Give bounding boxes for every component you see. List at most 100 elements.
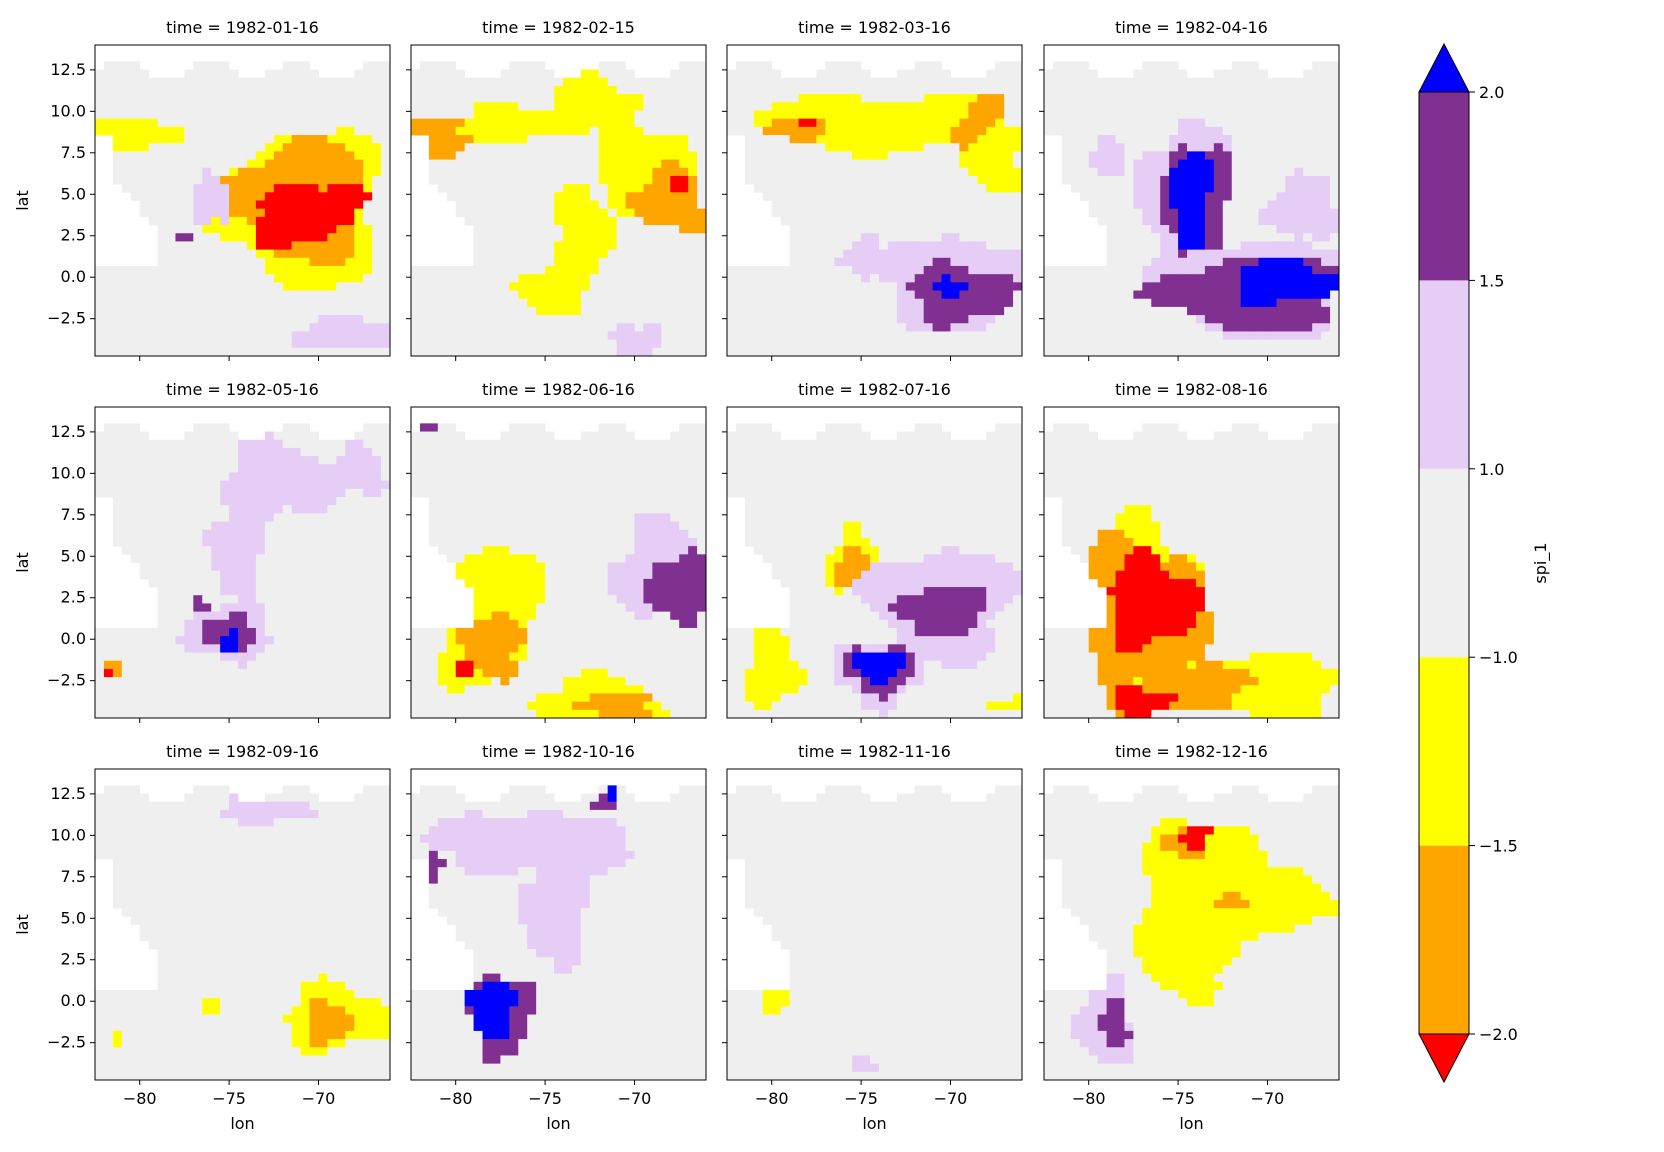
grid-cell (1258, 77, 1268, 87)
grid-cell (852, 339, 862, 349)
grid-cell (229, 472, 239, 482)
grid-cell (852, 216, 862, 226)
grid-cell (446, 77, 457, 87)
grid-cell (1004, 69, 1014, 79)
grid-cell (1061, 61, 1072, 70)
grid-cell (1294, 233, 1304, 242)
grid-cell (825, 315, 835, 324)
grid-cell (1142, 265, 1152, 275)
grid-cell (309, 497, 319, 506)
grid-cell (446, 339, 457, 349)
grid-cell (264, 464, 275, 473)
grid-cell (598, 282, 609, 291)
grid-cell (318, 331, 328, 341)
grid-cell (562, 77, 573, 87)
grid-cell (670, 347, 680, 356)
grid-cell (1204, 225, 1215, 234)
grid-cell (1213, 233, 1224, 242)
grid-cell (607, 274, 618, 283)
grid-cell (932, 315, 942, 324)
grid-cell (229, 257, 239, 267)
grid-cell (1013, 315, 1022, 324)
grid-cell (121, 497, 132, 506)
grid-cell (1106, 290, 1116, 300)
grid-cell (345, 184, 355, 193)
grid-cell (1097, 216, 1107, 226)
grid-cell (1070, 151, 1081, 160)
grid-cell (545, 118, 555, 128)
grid-cell (121, 331, 132, 341)
grid-cell (1231, 298, 1242, 308)
grid-cell (327, 562, 337, 572)
grid-cell (825, 339, 835, 349)
grid-cell (1187, 85, 1197, 95)
grid-cell (878, 167, 889, 177)
grid-cell (679, 126, 689, 136)
grid-cell (1151, 102, 1161, 111)
panel-frame (726, 44, 1023, 357)
grid-cell (1124, 282, 1134, 291)
grid-cell (381, 298, 390, 308)
grid-cell (1061, 315, 1072, 324)
grid-cell (473, 143, 483, 152)
grid-cell (336, 282, 346, 291)
grid-cell (112, 61, 123, 70)
grid-cell (1124, 151, 1134, 160)
grid-cell (372, 61, 382, 70)
grid-cell (995, 265, 1005, 275)
grid-cell (211, 546, 221, 555)
grid-cell (202, 439, 212, 449)
grid-cell (1142, 143, 1152, 152)
grid-cell (905, 241, 916, 250)
grid-cell (941, 241, 951, 250)
grid-cell (1133, 200, 1143, 210)
grid-cell (798, 323, 808, 332)
grid-cell (336, 126, 346, 136)
grid-cell (789, 265, 799, 275)
grid-cell (121, 488, 132, 498)
grid-cell (1178, 208, 1188, 218)
grid-cell (887, 331, 898, 341)
grid-cell (220, 521, 230, 531)
grid-cell (986, 118, 996, 128)
grid-cell (1052, 347, 1063, 356)
grid-cell (473, 159, 483, 169)
grid-cell (318, 94, 328, 103)
grid-cell (229, 323, 239, 332)
grid-cell (482, 135, 492, 144)
grid-cell (246, 110, 257, 120)
grid-cell (697, 184, 706, 193)
grid-cell (1258, 315, 1268, 324)
grid-cell (193, 241, 203, 250)
grid-cell (1195, 102, 1206, 111)
grid-cell (852, 208, 862, 218)
grid-cell (616, 110, 626, 120)
grid-cell (1321, 274, 1331, 283)
grid-cell (246, 274, 257, 283)
grid-cell (318, 554, 328, 563)
grid-cell (1004, 135, 1014, 144)
grid-cell (1115, 85, 1125, 95)
grid-cell (509, 94, 519, 103)
grid-cell (1151, 282, 1161, 291)
grid-cell (1204, 216, 1215, 226)
grid-cell (950, 184, 960, 193)
grid-cell (1312, 110, 1322, 120)
grid-cell (670, 192, 680, 201)
grid-cell (1151, 315, 1161, 324)
grid-cell (679, 339, 689, 349)
grid-cell (1097, 135, 1107, 144)
grid-cell (103, 126, 114, 136)
grid-cell (175, 464, 185, 473)
grid-cell (1330, 315, 1339, 324)
grid-cell (598, 167, 609, 177)
grid-cell (1231, 175, 1242, 185)
grid-cell (914, 208, 925, 218)
grid-cell (130, 447, 141, 457)
grid-cell (1222, 249, 1233, 259)
grid-cell (1013, 85, 1022, 95)
grid-cell (1115, 282, 1125, 291)
grid-cell (220, 175, 230, 185)
grid-cell (616, 184, 626, 193)
grid-cell (446, 102, 457, 111)
